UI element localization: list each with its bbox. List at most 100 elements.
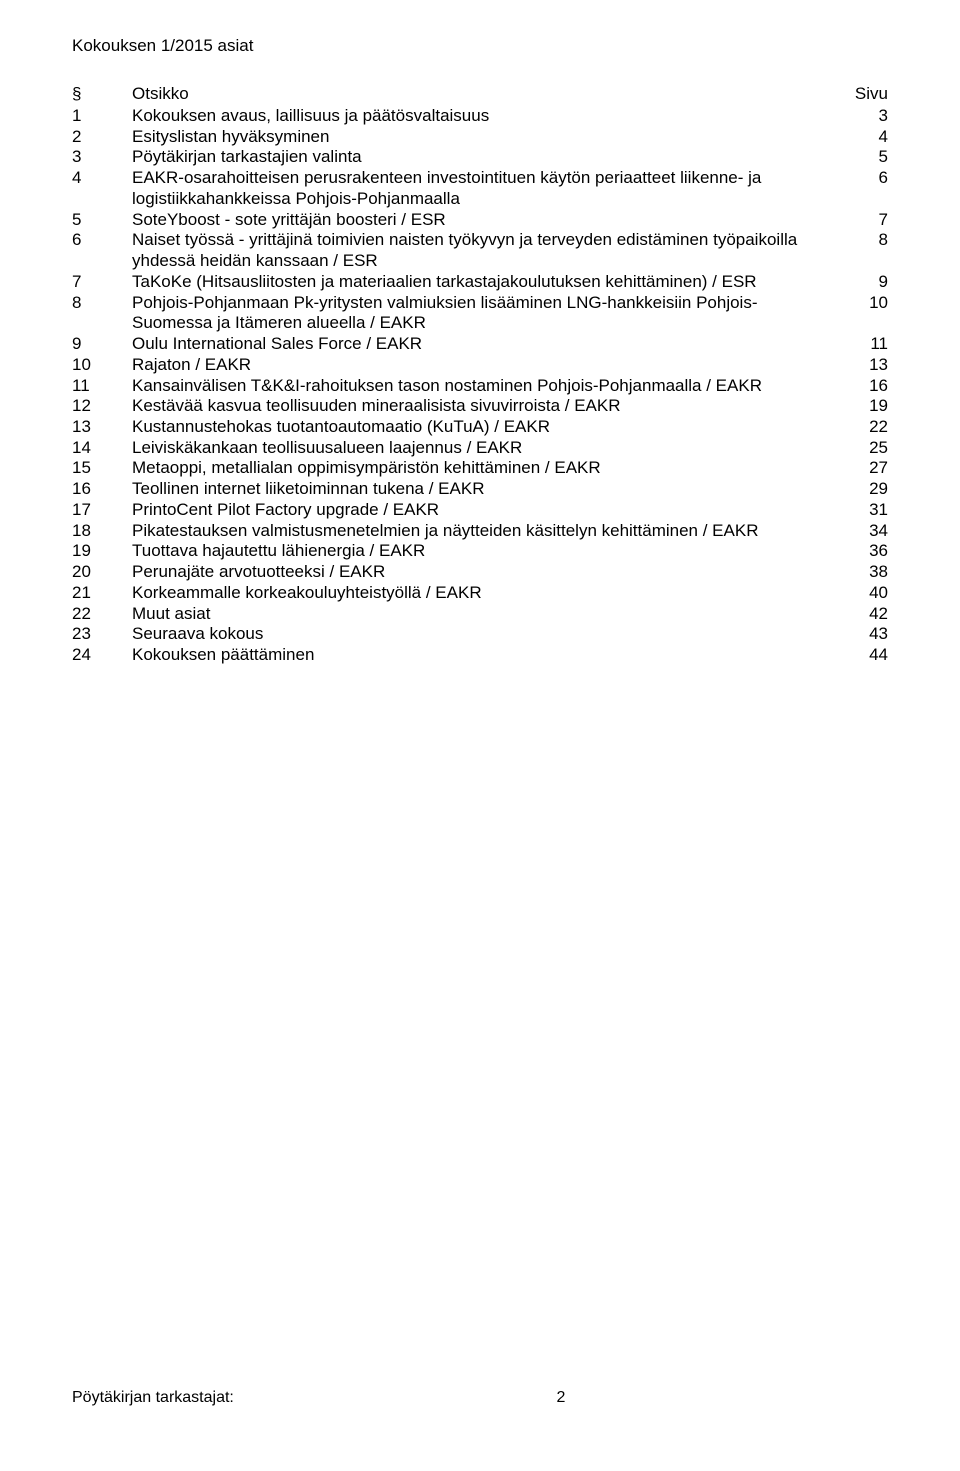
toc-header-section: § <box>72 84 132 104</box>
toc-item-title: Naiset työssä - yrittäjinä toimivien nai… <box>132 230 838 271</box>
toc-section-number: 22 <box>72 604 132 625</box>
toc-section-number: 6 <box>72 230 132 271</box>
toc-row: 21Korkeammalle korkeakouluyhteistyöllä /… <box>72 583 888 604</box>
toc-section-number: 19 <box>72 541 132 562</box>
toc-row: 4EAKR-osarahoitteisen perusrakenteen inv… <box>72 168 888 209</box>
toc-item-page: 44 <box>838 645 888 666</box>
toc-item-page: 7 <box>838 210 888 231</box>
toc-item-page: 9 <box>838 272 888 293</box>
toc-section-number: 9 <box>72 334 132 355</box>
toc-item-page: 29 <box>838 479 888 500</box>
toc-section-number: 1 <box>72 106 132 127</box>
toc-item-title: Pöytäkirjan tarkastajien valinta <box>132 147 838 168</box>
toc-body: 1Kokouksen avaus, laillisuus ja päätösva… <box>72 106 888 666</box>
toc-section-number: 2 <box>72 127 132 148</box>
toc-item-page: 3 <box>838 106 888 127</box>
toc-row: 8Pohjois-Pohjanmaan Pk-yritysten valmiuk… <box>72 293 888 334</box>
toc-item-page: 13 <box>838 355 888 376</box>
toc-item-title: PrintoCent Pilot Factory upgrade / EAKR <box>132 500 838 521</box>
toc-section-number: 13 <box>72 417 132 438</box>
toc-item-page: 40 <box>838 583 888 604</box>
toc-row: 11Kansainvälisen T&K&I-rahoituksen tason… <box>72 376 888 397</box>
toc-item-title: Kokouksen päättäminen <box>132 645 838 666</box>
toc-item-title: Teollinen internet liiketoiminnan tukena… <box>132 479 838 500</box>
toc-header-page: Sivu <box>838 84 888 104</box>
toc-item-title: Muut asiat <box>132 604 838 625</box>
document-title: Kokouksen 1/2015 asiat <box>72 36 888 56</box>
toc-item-title: Kansainvälisen T&K&I-rahoituksen tason n… <box>132 376 838 397</box>
toc-item-page: 25 <box>838 438 888 459</box>
toc-header-title: Otsikko <box>132 84 838 104</box>
toc-row: 14Leiviskäkankaan teollisuusalueen laaje… <box>72 438 888 459</box>
toc-item-page: 31 <box>838 500 888 521</box>
toc-item-page: 19 <box>838 396 888 417</box>
toc-row: 23Seuraava kokous43 <box>72 624 888 645</box>
toc-row: 9Oulu International Sales Force / EAKR11 <box>72 334 888 355</box>
toc-row: 17PrintoCent Pilot Factory upgrade / EAK… <box>72 500 888 521</box>
toc-section-number: 14 <box>72 438 132 459</box>
toc-section-number: 10 <box>72 355 132 376</box>
toc-row: 20Perunajäte arvotuotteeksi / EAKR38 <box>72 562 888 583</box>
footer-label: Pöytäkirjan tarkastajat: <box>72 1389 234 1407</box>
toc-item-title: Metaoppi, metallialan oppimisympäristön … <box>132 458 838 479</box>
toc-section-number: 4 <box>72 168 132 209</box>
toc-item-title: Kokouksen avaus, laillisuus ja päätösval… <box>132 106 838 127</box>
toc-item-page: 10 <box>838 293 888 334</box>
toc-row: 22Muut asiat42 <box>72 604 888 625</box>
toc-item-page: 34 <box>838 521 888 542</box>
toc-item-page: 42 <box>838 604 888 625</box>
toc-row: 2Esityslistan hyväksyminen4 <box>72 127 888 148</box>
toc-item-page: 6 <box>838 168 888 209</box>
toc-row: 7TaKoKe (Hitsausliitosten ja materiaalie… <box>72 272 888 293</box>
toc-row: 18Pikatestauksen valmistusmenetelmien ja… <box>72 521 888 542</box>
toc-item-page: 43 <box>838 624 888 645</box>
toc-item-title: Rajaton / EAKR <box>132 355 838 376</box>
toc-row: 15Metaoppi, metallialan oppimisympäristö… <box>72 458 888 479</box>
toc-section-number: 8 <box>72 293 132 334</box>
toc-row: 1Kokouksen avaus, laillisuus ja päätösva… <box>72 106 888 127</box>
toc-item-page: 5 <box>838 147 888 168</box>
toc-item-page: 4 <box>838 127 888 148</box>
toc-section-number: 20 <box>72 562 132 583</box>
toc-item-page: 22 <box>838 417 888 438</box>
toc-section-number: 23 <box>72 624 132 645</box>
toc-item-page: 16 <box>838 376 888 397</box>
toc-row: 19Tuottava hajautettu lähienergia / EAKR… <box>72 541 888 562</box>
toc-item-title: Pohjois-Pohjanmaan Pk-yritysten valmiuks… <box>132 293 838 334</box>
toc-row: 24Kokouksen päättäminen44 <box>72 645 888 666</box>
toc-section-number: 16 <box>72 479 132 500</box>
toc-section-number: 12 <box>72 396 132 417</box>
toc-section-number: 5 <box>72 210 132 231</box>
toc-row: 10Rajaton / EAKR13 <box>72 355 888 376</box>
toc-item-title: Oulu International Sales Force / EAKR <box>132 334 838 355</box>
toc-row: 12Kestävää kasvua teollisuuden mineraali… <box>72 396 888 417</box>
footer-inner: Pöytäkirjan tarkastajat: 2 <box>72 1389 888 1407</box>
toc-item-title: Seuraava kokous <box>132 624 838 645</box>
toc-item-title: Kestävää kasvua teollisuuden mineraalisi… <box>132 396 838 417</box>
toc-section-number: 7 <box>72 272 132 293</box>
toc-item-page: 11 <box>838 334 888 355</box>
toc-item-title: Perunajäte arvotuotteeksi / EAKR <box>132 562 838 583</box>
toc-header-row: § Otsikko Sivu <box>72 84 888 104</box>
toc-item-page: 36 <box>838 541 888 562</box>
toc-item-page: 27 <box>838 458 888 479</box>
toc-section-number: 11 <box>72 376 132 397</box>
toc-row: 3Pöytäkirjan tarkastajien valinta5 <box>72 147 888 168</box>
toc-section-number: 24 <box>72 645 132 666</box>
toc-section-number: 21 <box>72 583 132 604</box>
toc-item-title: Pikatestauksen valmistusmenetelmien ja n… <box>132 521 838 542</box>
toc-item-title: Esityslistan hyväksyminen <box>132 127 838 148</box>
toc-row: 16Teollinen internet liiketoiminnan tuke… <box>72 479 888 500</box>
toc-section-number: 15 <box>72 458 132 479</box>
toc-item-title: TaKoKe (Hitsausliitosten ja materiaalien… <box>132 272 838 293</box>
toc-item-title: Tuottava hajautettu lähienergia / EAKR <box>132 541 838 562</box>
toc-item-title: Korkeammalle korkeakouluyhteistyöllä / E… <box>132 583 838 604</box>
toc-section-number: 3 <box>72 147 132 168</box>
toc-section-number: 18 <box>72 521 132 542</box>
toc-row: 6Naiset työssä - yrittäjinä toimivien na… <box>72 230 888 271</box>
toc-item-page: 38 <box>838 562 888 583</box>
toc-item-title: Kustannustehokas tuotantoautomaatio (KuT… <box>132 417 838 438</box>
toc-row: 13Kustannustehokas tuotantoautomaatio (K… <box>72 417 888 438</box>
toc-item-page: 8 <box>838 230 888 271</box>
toc-item-title: SoteYboost - sote yrittäjän boosteri / E… <box>132 210 838 231</box>
